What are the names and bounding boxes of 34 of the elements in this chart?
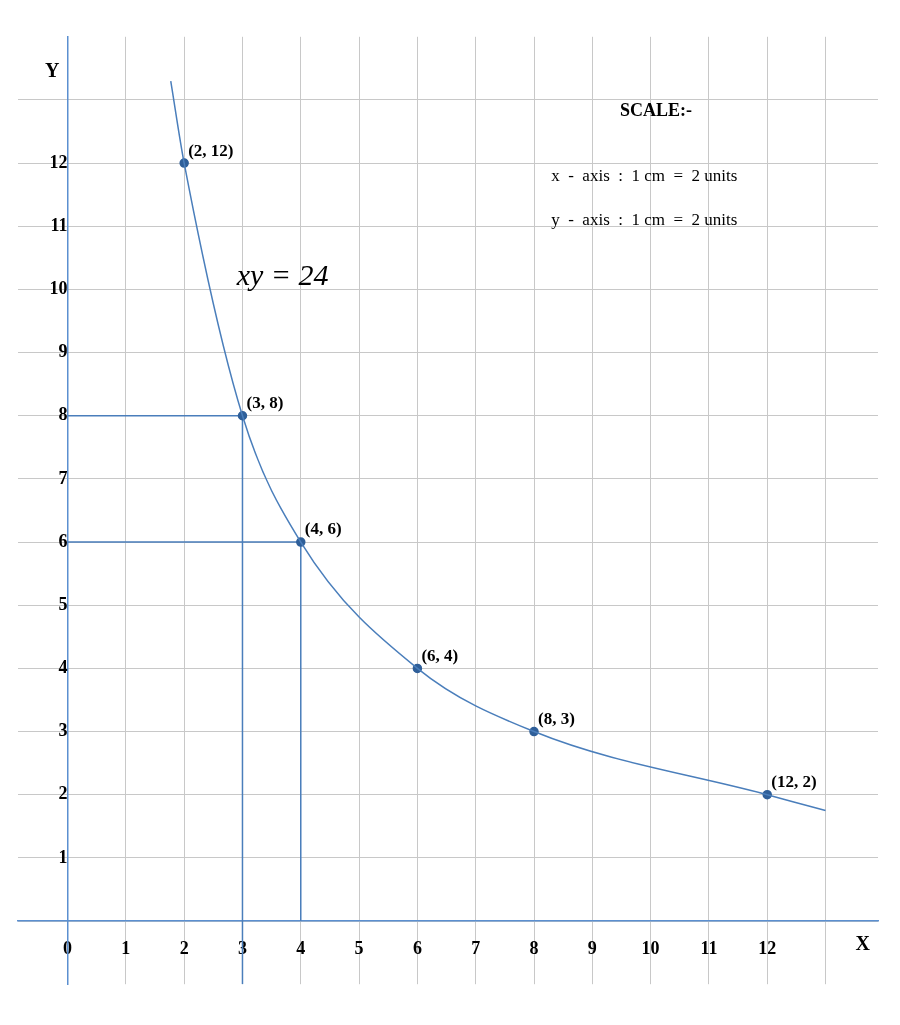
annotation: x - axis : 1 cm = 2 units [551,166,738,186]
data-label: (8, 3) [538,708,575,728]
y-tick-label: 3 [58,720,68,741]
y-tick-label: 9 [58,341,68,362]
x-axis-title: X [855,932,871,955]
x-tick-label: 4 [296,938,306,959]
data-label: (3, 8) [246,393,284,413]
x-tick-label: 2 [179,938,189,959]
x-tick-label: 11 [700,938,718,959]
y-tick-label: 5 [58,593,68,614]
annotation: y - axis : 1 cm = 2 units [551,210,738,230]
y-tick-label: 11 [50,214,68,235]
x-tick-label: 7 [471,938,481,959]
x-tick-label: 12 [758,938,777,959]
x-tick-label: 10 [641,938,660,959]
y-axis-title: Y [45,58,61,81]
y-tick-label: 8 [58,404,68,425]
y-tick-label: 2 [58,783,68,804]
y-tick-label: 12 [49,151,68,172]
y-tick-label: 10 [49,278,68,299]
annotation: xy = 24 [235,257,329,291]
data-label: (6, 4) [421,645,459,665]
data-label: (4, 6) [304,519,342,539]
y-tick-label: 7 [58,467,68,488]
x-tick-label: 9 [587,938,597,959]
data-label: (2, 12) [188,140,234,160]
data-label: (12, 2) [771,772,817,792]
y-tick-label: 1 [58,846,68,867]
x-tick-label: 1 [121,938,131,959]
annotation: SCALE:- [620,100,693,121]
x-tick-label: 5 [354,938,364,959]
x-tick-label: 6 [412,938,422,959]
y-tick-label: 6 [58,530,68,551]
x-tick-label: 8 [529,938,539,959]
